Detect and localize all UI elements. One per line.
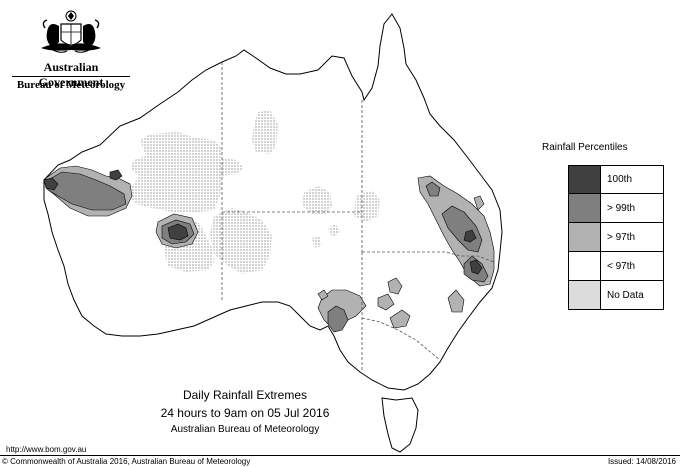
record-100th-area-wa-inland [167, 223, 189, 241]
government-title: Australian Government [38, 60, 104, 89]
legend-item-99th: > 99th [568, 194, 664, 223]
legend-title: Rainfall Percentiles [542, 142, 628, 153]
legend-item-97th: > 97th [568, 223, 664, 252]
legend-swatch-99th [569, 194, 601, 222]
border-sa-qld-nsw [362, 251, 495, 263]
tasmania-outline [381, 397, 419, 453]
above-97th-area-nsw-2 [377, 293, 395, 311]
coat-of-arms-emblem [41, 10, 101, 53]
above-97th-area-nsw-4 [447, 289, 465, 313]
no-data-area-small-1 [328, 224, 340, 238]
no-data-area-central [302, 186, 332, 214]
above-97th-area-qld-small [473, 195, 485, 211]
map-caption-source: Australian Bureau of Meteorology [170, 424, 320, 435]
legend-swatch-no-data [569, 281, 601, 309]
no-data-area-qld-west [354, 190, 380, 222]
legend-swatch-100th [569, 166, 601, 193]
no-data-area-desert [210, 208, 272, 274]
map-caption-period: 24 hours to 9am on 05 Jul 2016 [160, 406, 330, 420]
record-100th-area-wa-coast [43, 177, 59, 191]
legend-item-no-data: No Data [568, 281, 664, 310]
record-100th-area-qld-2 [469, 259, 483, 275]
above-97th-area-nsw-3 [389, 309, 411, 329]
no-data-area-nt [252, 110, 278, 154]
issued-date: Issued: 14/08/2016 [607, 457, 676, 466]
bom-website-link[interactable]: http://www.bom.gov.au [6, 445, 87, 454]
legend-label-99th: > 99th [607, 202, 636, 214]
copyright-notice: © Commonwealth of Australia 2016, Austra… [2, 457, 251, 466]
above-97th-area-nsw-1 [387, 277, 403, 295]
legend-label-below-97th: < 97th [607, 260, 636, 272]
above-99th-area-qld-1 [425, 181, 441, 197]
legend-swatch-97th [569, 223, 601, 251]
no-data-area-pilbara [128, 132, 244, 212]
record-100th-area-qld-1 [463, 229, 477, 243]
above-99th-area-sa [327, 305, 349, 333]
legend-item-100th: 100th [568, 165, 664, 194]
legend-label-100th: 100th [607, 174, 633, 185]
map-caption-title: Daily Rainfall Extremes [182, 388, 308, 402]
header-divider [12, 76, 130, 77]
no-data-areas [128, 110, 380, 274]
no-data-area-small-2 [312, 236, 322, 248]
legend-label-no-data: No Data [607, 289, 644, 301]
footer-divider [0, 455, 680, 456]
above-97th-area-sa-2 [317, 289, 329, 301]
legend-item-below-97th: < 97th [568, 252, 664, 281]
above-99th-area-wa-coast [47, 171, 127, 211]
legend-label-97th: > 97th [607, 231, 636, 243]
legend-swatch-below-97th [569, 252, 601, 280]
bureau-title: Bureau of Meteorology [16, 79, 126, 91]
state-borders [221, 62, 495, 372]
record-100th-areas [43, 169, 483, 275]
border-nsw-vic [361, 317, 441, 361]
record-100th-area-wa-2 [109, 169, 123, 181]
